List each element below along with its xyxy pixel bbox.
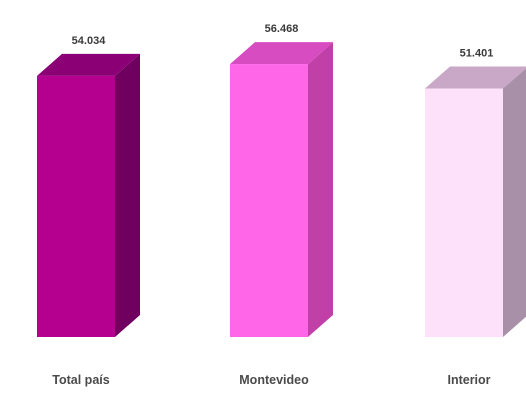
bar-3 bbox=[425, 88, 503, 338]
bar-1 bbox=[37, 75, 115, 337]
bar-top-2 bbox=[230, 42, 333, 65]
bar-top-1 bbox=[37, 53, 140, 76]
bar-side-1 bbox=[115, 53, 140, 338]
category-label-2: Montevideo bbox=[239, 373, 309, 387]
bar-side-2 bbox=[308, 42, 333, 337]
data-label-1: 54.034 bbox=[72, 35, 107, 47]
category-label-1: Total país bbox=[52, 373, 109, 387]
data-label-2: 56.468 bbox=[265, 23, 299, 35]
bar-side-3 bbox=[503, 68, 526, 337]
bar-top-3 bbox=[425, 66, 526, 89]
category-label-3: Interior bbox=[447, 373, 490, 387]
data-label-3: 51.401 bbox=[460, 48, 494, 60]
bar-2 bbox=[230, 64, 308, 337]
